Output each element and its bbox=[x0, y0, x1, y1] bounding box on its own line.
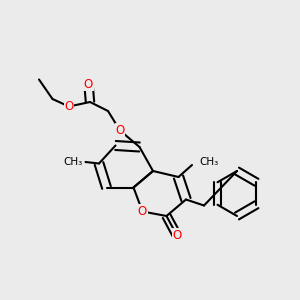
Text: O: O bbox=[116, 124, 124, 137]
Text: O: O bbox=[64, 100, 74, 113]
Text: O: O bbox=[172, 229, 182, 242]
Text: O: O bbox=[84, 77, 93, 91]
Text: O: O bbox=[138, 205, 147, 218]
Text: CH₃: CH₃ bbox=[200, 157, 219, 167]
Text: CH₃: CH₃ bbox=[64, 157, 83, 167]
